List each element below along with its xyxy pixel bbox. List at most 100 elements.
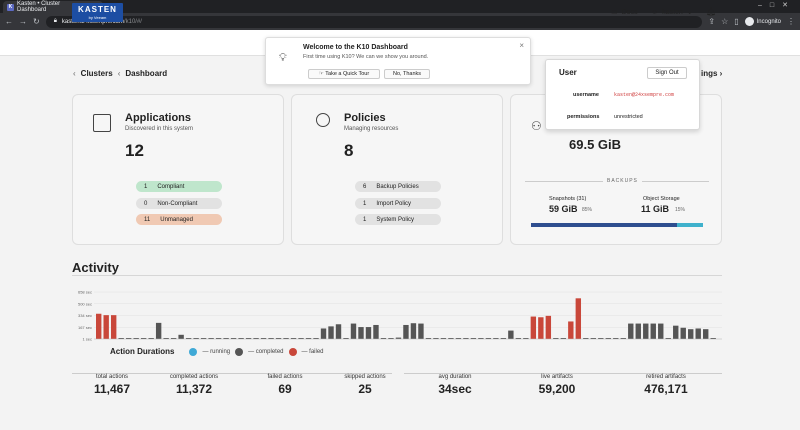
completed-bar[interactable] [148,338,154,339]
completed-bar[interactable] [703,329,709,339]
failed-bar[interactable] [96,313,102,339]
completed-bar[interactable] [628,323,634,339]
completed-bar[interactable] [358,327,364,339]
completed-bar[interactable] [395,337,402,339]
completed-bar[interactable] [470,338,477,339]
failed-bar[interactable] [110,315,117,339]
completed-bar[interactable] [448,338,454,339]
completed-bar[interactable] [365,327,372,339]
completed-bar[interactable] [433,338,439,339]
completed-bar[interactable] [140,338,147,339]
completed-bar[interactable] [185,338,192,339]
completed-bar[interactable] [478,338,484,339]
completed-bar[interactable] [343,338,349,339]
menu-icon[interactable]: ⋮ [787,17,795,26]
completed-bar[interactable] [410,323,417,339]
completed-bar[interactable] [658,323,664,339]
activity-chart[interactable]: 658 sec 500 sec 334 sec 167 sec 1 sec [72,288,722,344]
import-policy-pill[interactable]: 1 Import Policy [355,198,441,209]
completed-bar[interactable] [163,338,169,339]
completed-bar[interactable] [200,338,207,339]
completed-bar[interactable] [403,324,409,339]
completed-bar[interactable] [695,328,701,339]
completed-bar[interactable] [290,338,297,339]
failed-bar[interactable] [530,316,537,339]
system-policy-pill[interactable]: 1 System Policy [355,214,441,225]
completed-bar[interactable] [553,338,559,339]
completed-bar[interactable] [245,338,252,339]
completed-bar[interactable] [643,323,649,339]
completed-bar[interactable] [283,338,289,339]
completed-bar[interactable] [418,323,424,339]
breadcrumb-clusters[interactable]: Clusters [80,69,113,78]
completed-bar[interactable] [710,338,716,339]
completed-bar[interactable] [605,338,611,339]
completed-bar[interactable] [493,338,499,339]
back-icon[interactable]: ← [5,17,13,26]
no-thanks-button[interactable]: No, Thanks [384,69,430,79]
failed-bar[interactable] [545,315,552,339]
completed-bar[interactable] [380,338,387,339]
completed-bar[interactable] [320,328,327,339]
completed-bar[interactable] [313,338,319,339]
completed-bar[interactable] [680,327,686,339]
completed-bar[interactable] [583,338,589,339]
completed-bar[interactable] [133,338,139,339]
completed-bar[interactable] [508,330,514,339]
completed-bar[interactable] [688,329,694,339]
sign-out-button[interactable]: Sign Out [647,67,687,79]
failed-bar[interactable] [575,298,582,339]
completed-bar[interactable] [373,324,379,339]
completed-bar[interactable] [118,338,124,339]
completed-bar[interactable] [515,338,522,339]
completed-bar[interactable] [298,338,304,339]
completed-bar[interactable] [223,338,229,339]
completed-bar[interactable] [253,338,259,339]
policies-card[interactable]: Policies Managing resources 8 6 Backup Po… [291,94,503,245]
failed-bar[interactable] [103,315,109,339]
completed-bar[interactable] [620,338,626,339]
completed-bar[interactable] [238,338,244,339]
completed-bar[interactable] [560,338,567,339]
completed-bar[interactable] [388,338,394,339]
user-menu-button[interactable]: ☺ kasten ⌄ [651,8,693,17]
failed-bar[interactable] [538,317,544,339]
completed-bar[interactable] [125,338,132,339]
quick-tour-button[interactable]: ☞ Take a Quick Tour [308,69,380,79]
address-bar[interactable]: 🔒︎ kasten.24xsempre.com/k10/#/ [45,15,703,28]
completed-bar[interactable] [260,338,267,339]
completed-bar[interactable] [425,338,432,339]
close-icon[interactable]: × [519,41,524,50]
completed-bar[interactable] [523,338,529,339]
applications-card[interactable]: Applications Discovered in this system 1… [72,94,284,245]
notifications-bell-icon[interactable]: 🔔︎ [706,7,717,16]
docs-link[interactable]: ▭ Docs [611,8,638,17]
completed-bar[interactable] [178,334,184,339]
completed-bar[interactable] [208,338,214,339]
completed-bar[interactable] [275,338,282,339]
forward-icon[interactable]: → [19,17,27,26]
completed-bar[interactable] [335,324,342,339]
unmanaged-pill[interactable]: 11 Unmanaged [136,214,222,225]
completed-bar[interactable] [268,338,274,339]
completed-bar[interactable] [463,338,469,339]
completed-bar[interactable] [500,338,507,339]
backup-policies-pill[interactable]: 6 Backup Policies [355,181,441,192]
completed-bar[interactable] [215,338,222,339]
completed-bar[interactable] [590,338,596,339]
completed-bar[interactable] [230,338,237,339]
non-compliant-pill[interactable]: 0 Non-Compliant [136,198,222,209]
kasten-logo[interactable]: KASTEN by Veeam [72,3,123,22]
share-icon[interactable]: ⇪ [708,17,716,26]
bookmark-icon[interactable]: ☆ [721,17,729,26]
completed-bar[interactable] [440,338,447,339]
completed-bar[interactable] [665,338,671,339]
completed-bar[interactable] [485,338,492,339]
completed-bar[interactable] [193,338,199,339]
compliant-pill[interactable]: 1 Compliant [136,181,222,192]
completed-bar[interactable] [170,338,177,339]
completed-bar[interactable] [635,323,641,339]
completed-bar[interactable] [613,338,619,339]
completed-bar[interactable] [455,338,462,339]
completed-bar[interactable] [673,325,679,339]
